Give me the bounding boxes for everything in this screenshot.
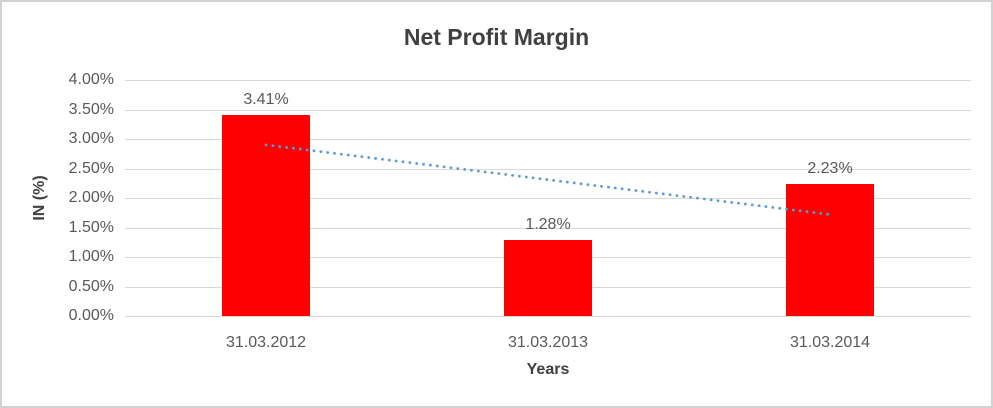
bar-31.03.2013 xyxy=(504,240,592,316)
data-label: 1.28% xyxy=(525,216,571,234)
y-axis-tick-label: 1.50% xyxy=(68,218,114,236)
bar-31.03.2012 xyxy=(222,114,310,316)
bar-31.03.2014 xyxy=(786,184,874,316)
y-axis-tick-label: 3.00% xyxy=(68,130,114,147)
trendline xyxy=(264,143,832,216)
x-axis-category-label: 31.03.2013 xyxy=(507,334,589,351)
y-axis-tick-label: 0.00% xyxy=(68,307,114,324)
x-axis-category-label: 31.03.2014 xyxy=(789,334,871,351)
x-axis-title: Years xyxy=(526,361,570,378)
y-axis-tick-label: 2.50% xyxy=(68,159,114,177)
y-axis-tick-label: 3.50% xyxy=(68,100,114,118)
gridline xyxy=(125,109,971,111)
x-axis-category-label: 31.03.2012 xyxy=(225,334,307,351)
data-label: 3.41% xyxy=(243,90,289,108)
chart-title: Net Profit Margin xyxy=(403,24,590,50)
y-axis-tick-label: 1.00% xyxy=(68,248,114,265)
gridline xyxy=(125,80,971,81)
y-axis-tick-label: 4.00% xyxy=(68,71,114,88)
gridline xyxy=(125,227,971,229)
data-label: 2.23% xyxy=(807,160,853,178)
y-axis-tick-label: 2.00% xyxy=(68,189,114,206)
gridline xyxy=(125,316,971,317)
gridline xyxy=(125,139,971,140)
y-axis-tick-label: 0.50% xyxy=(68,277,114,295)
